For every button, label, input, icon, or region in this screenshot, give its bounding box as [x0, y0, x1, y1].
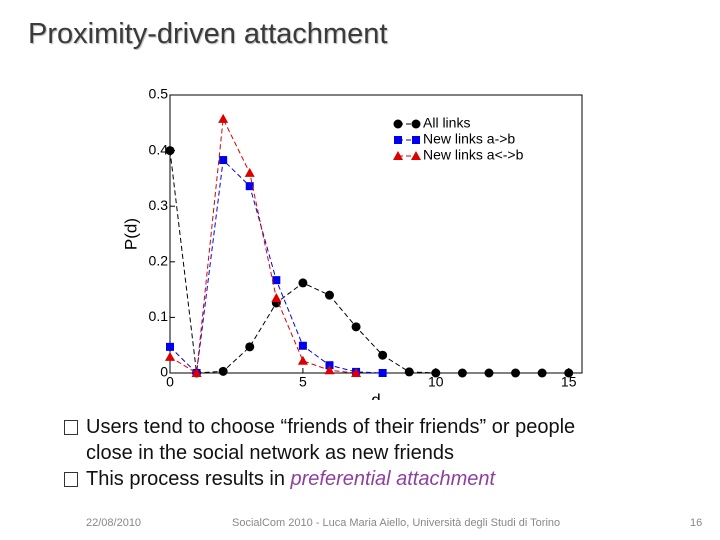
series-line — [169, 158, 383, 375]
bullet-text: Users tend to choose “friends of their f… — [86, 416, 576, 464]
legend-marker — [394, 136, 402, 144]
y-tick-label: 0.3 — [149, 197, 169, 213]
y-tick-label: 0.5 — [149, 86, 169, 102]
marker — [298, 341, 307, 350]
marker — [218, 366, 228, 376]
marker — [378, 350, 388, 360]
x-axis-label: d — [371, 390, 380, 400]
y-tick-label: 0.1 — [149, 308, 169, 324]
marker — [219, 156, 228, 165]
legend-marker — [393, 151, 403, 160]
legend-marker — [393, 119, 403, 129]
y-tick-label: 0 — [160, 364, 168, 380]
marker — [484, 368, 494, 378]
bullet-glyph — [64, 472, 78, 487]
y-tick-label: 0.4 — [149, 141, 169, 157]
marker — [324, 365, 335, 375]
marker — [351, 368, 362, 377]
bullet-emphasis: preferential attachment — [290, 468, 496, 490]
bullet: This process results in preferential att… — [62, 466, 622, 492]
marker — [297, 355, 308, 365]
marker — [378, 369, 387, 377]
slide-title: Proximity-driven attachment — [28, 18, 388, 50]
footer-center: SocialCom 2010 - Luca Maria Aiello, Univ… — [232, 517, 561, 529]
marker — [537, 368, 547, 378]
marker — [244, 167, 255, 177]
marker — [564, 368, 574, 378]
x-tick-label: 5 — [299, 374, 307, 390]
bullet-text: This process results in — [86, 468, 291, 490]
marker — [457, 368, 467, 378]
marker — [511, 368, 521, 378]
legend-marker — [411, 119, 421, 129]
legend-marker — [412, 136, 420, 144]
marker — [272, 276, 281, 285]
series-line — [169, 117, 357, 374]
marker — [351, 322, 361, 332]
marker — [431, 368, 441, 378]
bullet-list: Users tend to choose “friends of their f… — [62, 414, 622, 492]
legend-marker — [411, 151, 421, 160]
legend-label: New links a->b — [423, 131, 515, 147]
x-tick-label: 15 — [561, 374, 577, 390]
y-axis-label: P(d) — [121, 218, 140, 250]
bullet-glyph — [64, 420, 78, 435]
bullet: Users tend to choose “friends of their f… — [62, 414, 622, 466]
footer-date: 22/08/2010 — [86, 517, 142, 529]
marker — [245, 182, 254, 191]
marker — [165, 146, 175, 156]
marker — [165, 351, 175, 361]
marker — [191, 368, 202, 377]
legend-label: New links a<->b — [423, 147, 524, 163]
marker — [166, 342, 174, 351]
x-tick-label: 10 — [428, 374, 444, 390]
legend-label: All links — [423, 115, 470, 131]
marker — [324, 290, 334, 300]
marker — [404, 367, 414, 377]
y-tick-label: 0.2 — [149, 253, 169, 269]
marker — [298, 278, 308, 288]
series-line — [169, 150, 569, 374]
marker — [271, 292, 282, 302]
x-tick-label: 0 — [166, 374, 174, 390]
marker — [245, 342, 255, 352]
marker — [218, 113, 229, 123]
footer-page: 16 — [690, 517, 703, 529]
marker — [325, 361, 334, 370]
